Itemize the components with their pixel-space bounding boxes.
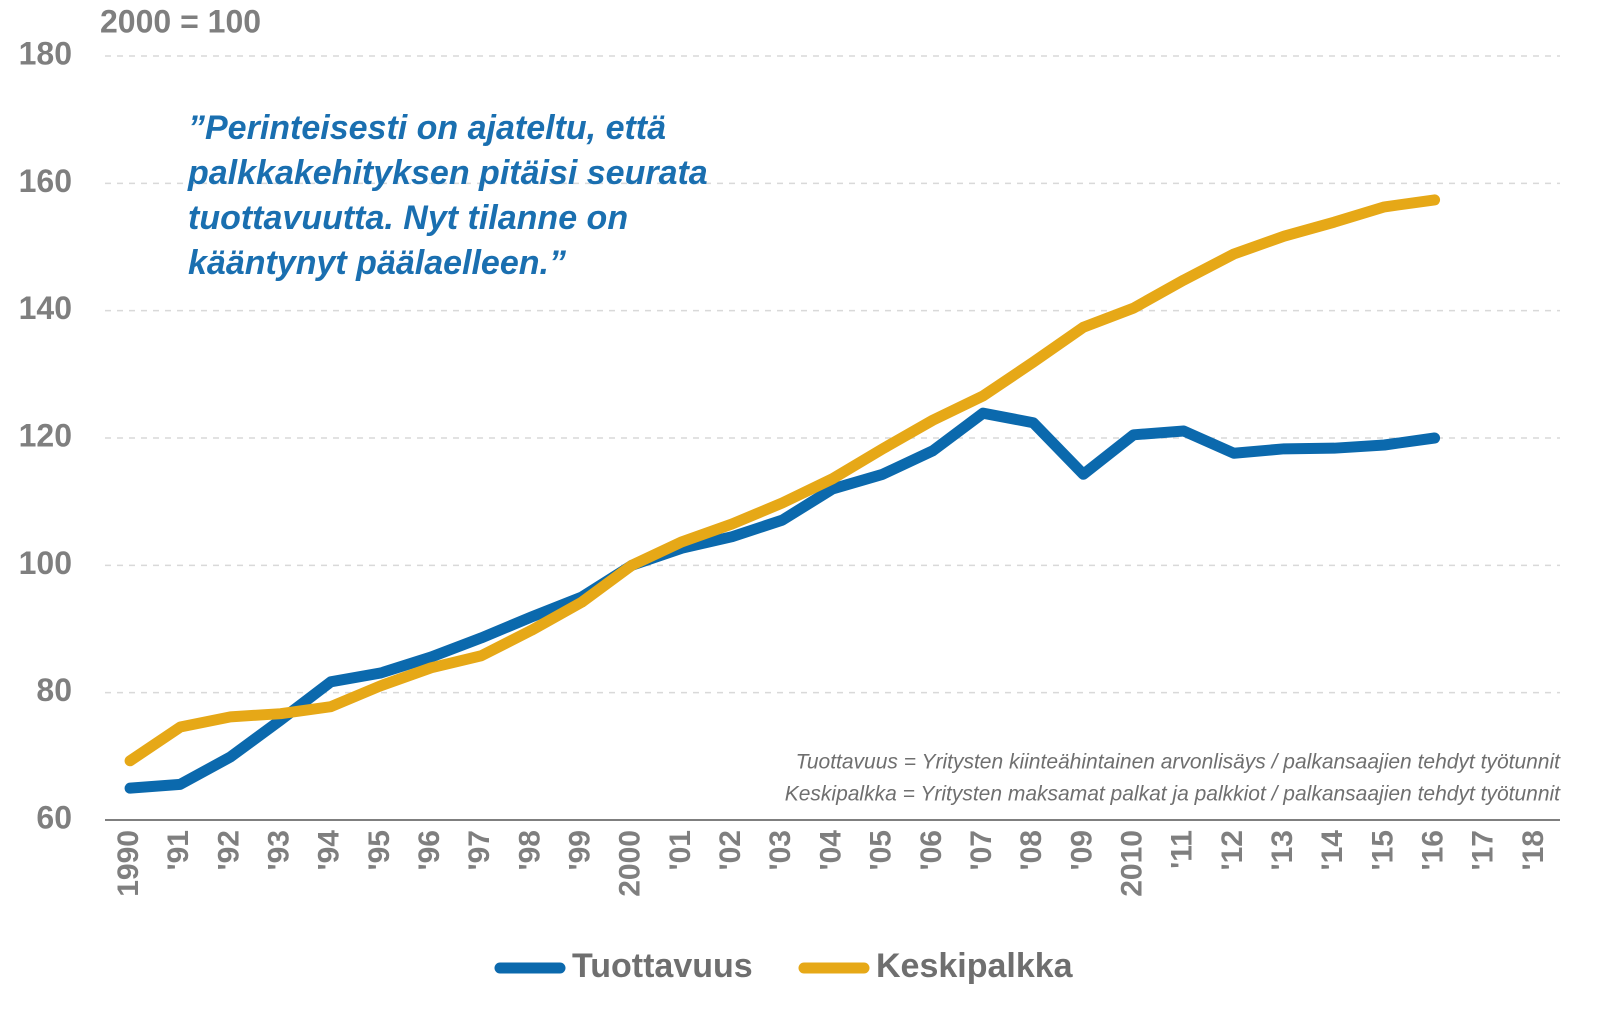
x-tick-label: '08	[1015, 830, 1048, 871]
x-tick-label: 2010	[1115, 830, 1148, 897]
quote-text: kääntynyt päälaelleen.”	[188, 244, 566, 282]
note-text: Tuottavuus = Yritysten kiinteähintainen …	[796, 751, 1562, 774]
note-text: Keskipalkka = Yritysten maksamat palkat …	[785, 783, 1561, 806]
x-tick-label: '97	[463, 830, 496, 871]
x-tick-label: '12	[1216, 830, 1249, 871]
y-tick-label: 60	[36, 799, 72, 835]
x-tick-label: '91	[162, 830, 195, 871]
x-tick-label: '07	[965, 830, 998, 871]
x-tick-label: '17	[1467, 830, 1500, 871]
x-tick-label: '11	[1166, 830, 1199, 869]
quote-text: tuottavuutta. Nyt tilanne on	[188, 199, 628, 237]
y-tick-label: 80	[36, 672, 72, 708]
series-line	[124, 407, 1441, 794]
x-tick-label: '01	[664, 830, 697, 871]
x-tick-label: '16	[1416, 830, 1449, 871]
x-tick-label: 1990	[112, 830, 145, 897]
x-tick-label: '09	[1065, 830, 1098, 871]
x-tick-label: '15	[1366, 830, 1399, 871]
y-tick-label: 180	[19, 35, 72, 71]
x-tick-label: '99	[564, 830, 597, 871]
x-tick-label: '03	[764, 830, 797, 871]
x-tick-label: '95	[363, 830, 396, 871]
x-tick-label: '98	[513, 830, 546, 871]
y-tick-label: 140	[19, 290, 72, 326]
x-tick-label: '04	[814, 830, 847, 871]
quote-text: palkkakehityksen pitäisi seurata	[187, 154, 708, 192]
legend-label: Keskipalkka	[876, 947, 1074, 985]
x-tick-label: '93	[263, 830, 296, 871]
quote-text: ”Perinteisesti on ajateltu, että	[188, 109, 666, 147]
x-tick-label: '06	[915, 830, 948, 871]
series-line	[124, 194, 1441, 767]
x-tick-label: '94	[313, 830, 346, 871]
y-axis-label: 2000 = 100	[100, 3, 261, 39]
x-tick-label: 2000	[614, 830, 647, 897]
x-tick-label: '05	[865, 830, 898, 871]
x-tick-label: '92	[212, 830, 245, 871]
y-tick-label: 100	[19, 545, 72, 581]
x-tick-label: '14	[1316, 830, 1349, 871]
x-tick-label: '96	[413, 830, 446, 871]
legend-label: Tuottavuus	[572, 947, 753, 985]
y-tick-label: 120	[19, 417, 72, 453]
x-tick-label: '02	[714, 830, 747, 871]
x-tick-label: '13	[1266, 830, 1299, 871]
y-tick-label: 160	[19, 163, 72, 199]
x-tick-label: '18	[1517, 830, 1550, 871]
